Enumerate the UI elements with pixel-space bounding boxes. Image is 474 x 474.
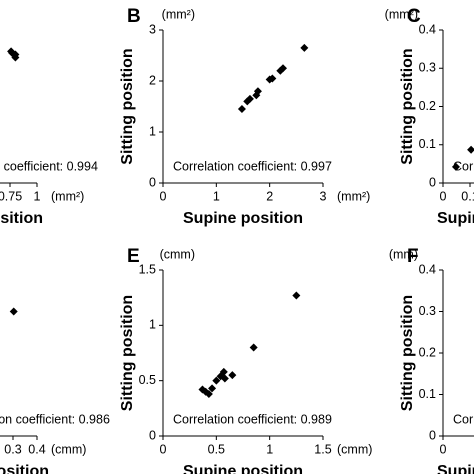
x-axis-label: Supine position [0,463,49,474]
point [204,389,213,398]
y-tick-label: 0 [149,175,156,189]
y-tick-label: 0.3 [419,61,436,75]
y-tick-label: 0 [429,428,436,442]
point [268,74,277,83]
annotation: Correlation coefficient [453,412,474,426]
y-unit: (cmm) [160,247,195,261]
panel-letter: C [407,6,421,27]
x-axis-label: Supine position [437,463,474,474]
y-tick-label: 1 [149,124,156,138]
y-tick-label: 0 [429,175,436,189]
point [228,371,237,380]
point [253,87,262,96]
x-tick-label: 0.4 [28,442,45,456]
point [451,162,460,171]
panel-letter: F [407,246,419,267]
x-axis-label: Supine position [183,210,303,227]
x-tick-label: 3 [320,189,327,203]
x-tick-label: 1 [266,442,273,456]
y-unit: (mm²) [162,7,195,21]
y-tick-label: 0.3 [419,304,436,318]
panel-letter: B [127,6,141,27]
point [9,307,18,316]
point [220,374,229,383]
annotation: Correlation coefficient [453,159,474,173]
x-tick-label: 1.5 [314,442,331,456]
point [279,64,287,73]
annotation: Correlation coefficient: 0.994 [0,159,98,173]
y-tick-label: 0.5 [139,373,156,387]
x-tick-label: 0.3 [4,442,21,456]
x-axis-label: Supine position [0,210,43,227]
y-axis-label: Sitting position [399,295,416,411]
x-tick-label: 1 [34,189,41,203]
point [208,384,217,393]
x-tick-label: 0.75 [0,189,22,203]
x-unit: (cmm) [337,442,372,456]
point [219,367,228,376]
x-tick-label: 1 [213,189,220,203]
y-tick-label: 0.1 [419,137,436,151]
point [245,94,254,103]
point [292,291,301,300]
point [249,343,258,352]
x-tick-label: 2 [266,189,273,203]
y-tick-label: 2 [149,73,156,87]
panel-letter: E [127,246,140,267]
y-tick-label: 0 [149,428,156,442]
y-axis-label: Sitting position [399,48,416,164]
x-tick-label: 0.1 [461,189,474,203]
x-tick-label: 0 [440,442,447,456]
x-unit: (cmm) [51,442,86,456]
x-unit: (mm²) [337,189,370,203]
x-tick-label: 0 [160,189,167,203]
y-tick-label: 0.2 [419,99,436,113]
x-unit: (mm²) [51,189,84,203]
y-axis-label: Sitting position [119,48,136,164]
y-tick-label: 0.1 [419,387,436,401]
x-axis-label: Supine position [437,210,474,227]
x-axis-label: Supine position [183,463,303,474]
point [11,53,20,62]
y-tick-label: 0.4 [419,262,436,276]
y-tick-label: 1 [149,318,156,332]
annotation: Correlation coefficient: 0.997 [173,159,332,173]
x-tick-label: 0 [160,442,167,456]
point [467,145,474,154]
annotation: Correlation coefficient: 0.989 [173,412,332,426]
y-tick-label: 0.2 [419,345,436,359]
y-unit: (mm) [389,247,418,261]
x-tick-label: 0.5 [208,442,225,456]
point [212,376,221,385]
y-tick-label: 0.4 [419,22,436,36]
point [300,43,309,52]
y-unit: (mm²) [385,7,418,21]
point [237,105,246,114]
x-tick-label: 0 [440,189,447,203]
y-tick-label: 3 [149,22,156,36]
y-axis-label: Sitting position [119,295,136,411]
y-tick-label: 1.5 [139,262,156,276]
annotation: Correlation coefficient: 0.986 [0,412,110,426]
